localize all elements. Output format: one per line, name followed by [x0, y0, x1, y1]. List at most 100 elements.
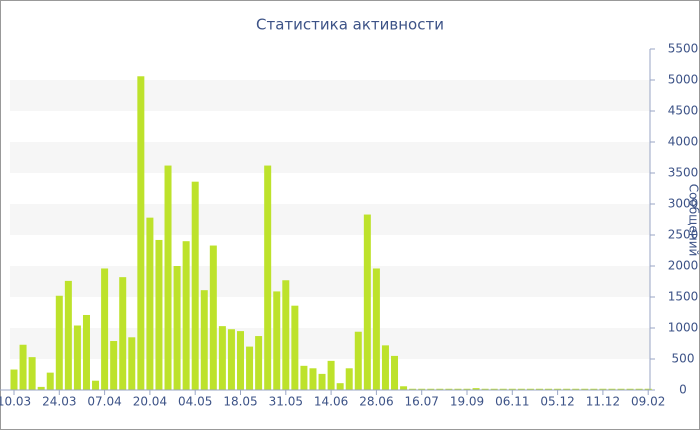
bar	[481, 388, 489, 390]
x-tick-label: 09.02	[631, 395, 665, 409]
y-tick-label: 1000	[668, 321, 699, 335]
bar	[554, 388, 562, 390]
bar	[37, 386, 45, 390]
bar	[590, 388, 598, 390]
bar	[19, 344, 27, 390]
bar	[418, 388, 426, 390]
bar	[336, 383, 344, 390]
x-tick-label: 18.05	[223, 395, 257, 409]
bar	[508, 388, 516, 390]
y-tick-label: 3500	[668, 166, 699, 180]
bar	[463, 388, 471, 390]
bar	[291, 305, 299, 390]
bar	[545, 388, 553, 390]
bar	[626, 388, 634, 390]
grid-band	[10, 80, 650, 111]
y-tick-label: 1500	[668, 290, 699, 304]
x-tick-label: 31.05	[269, 395, 303, 409]
x-tick-label: 10.03	[0, 395, 31, 409]
bar	[146, 217, 154, 390]
grid-band	[10, 266, 650, 297]
bar	[599, 388, 607, 390]
y-tick-label: 0	[679, 383, 687, 397]
grid-band	[10, 142, 650, 173]
bar	[400, 386, 408, 390]
bar	[246, 346, 254, 390]
y-tick-label: 4500	[668, 104, 699, 118]
x-tick-label: 16.07	[405, 395, 439, 409]
bar	[526, 388, 534, 390]
x-tick-label: 14.06	[314, 395, 348, 409]
bar	[572, 388, 580, 390]
bar	[73, 325, 81, 390]
x-tick-label: 07.04	[87, 395, 121, 409]
bar	[427, 388, 435, 390]
bar	[436, 388, 444, 390]
bar	[28, 357, 36, 390]
x-tick-label: 11.12	[586, 395, 620, 409]
y-tick-label: 5000	[668, 73, 699, 87]
bar	[635, 388, 643, 390]
y-tick-label: 3000	[668, 197, 699, 211]
bar	[608, 388, 616, 390]
bar	[563, 388, 571, 390]
bar	[345, 368, 353, 390]
bar	[173, 266, 181, 390]
x-tick-label: 06.11	[495, 395, 529, 409]
bar	[581, 388, 589, 390]
bar	[227, 329, 235, 390]
x-tick-label: 05.12	[540, 395, 574, 409]
bar	[327, 360, 335, 390]
bar	[264, 165, 272, 390]
bar	[318, 373, 326, 390]
bar	[92, 380, 100, 390]
bar	[200, 290, 208, 390]
bar	[82, 314, 90, 390]
bar	[309, 368, 317, 390]
bar	[128, 337, 136, 390]
bar	[64, 280, 72, 390]
chart-title: Статистика активности	[256, 16, 444, 34]
bar	[182, 241, 190, 390]
bar	[218, 326, 226, 390]
y-tick-label: 5500	[668, 42, 699, 56]
bar	[617, 388, 625, 390]
bar	[354, 331, 362, 390]
bar	[137, 76, 145, 390]
bar	[255, 336, 263, 390]
x-tick-label: 28.06	[359, 395, 393, 409]
y-tick-label: 2500	[668, 228, 699, 242]
bar	[535, 388, 543, 390]
bar	[10, 369, 18, 390]
bar	[409, 388, 417, 390]
x-tick-label: 20.04	[133, 395, 167, 409]
x-tick-label: 04.05	[178, 395, 212, 409]
bar	[110, 341, 118, 390]
grid-band	[10, 204, 650, 235]
y-tick-label: 500	[672, 352, 695, 366]
bar	[472, 388, 480, 390]
bar	[644, 388, 652, 390]
bar	[237, 331, 244, 390]
y-axis-title: Сообщений	[687, 184, 700, 257]
bar	[372, 268, 380, 390]
bar	[119, 277, 127, 390]
bar	[101, 268, 109, 390]
bar	[490, 388, 498, 390]
x-tick-label: 24.03	[42, 395, 76, 409]
bar	[517, 388, 525, 390]
bar	[363, 214, 371, 390]
bar	[300, 365, 308, 390]
bar	[454, 388, 462, 390]
bar	[282, 280, 290, 390]
bar	[55, 295, 63, 390]
bar	[273, 291, 281, 390]
bar	[155, 239, 163, 390]
bar	[164, 165, 172, 390]
y-tick-label: 4000	[668, 135, 699, 149]
x-tick-label: 19.09	[450, 395, 484, 409]
bar	[499, 388, 507, 390]
bar	[381, 345, 389, 390]
bar	[391, 355, 399, 390]
